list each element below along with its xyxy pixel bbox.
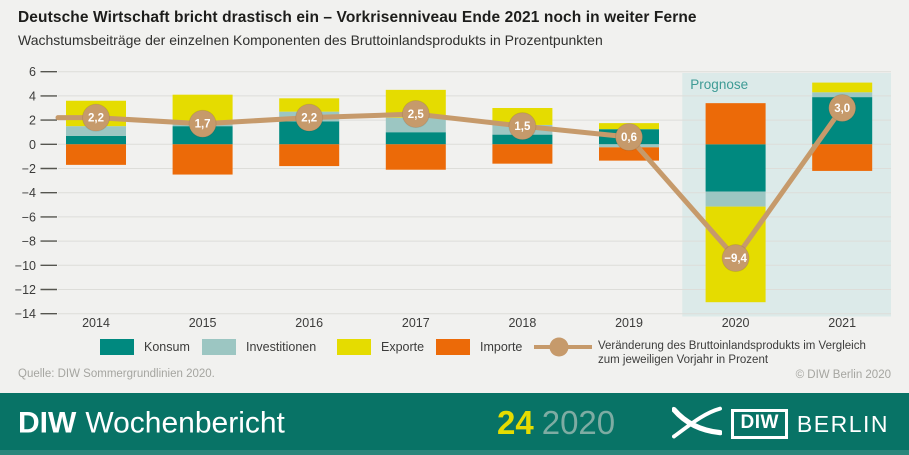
journal-title: DIW Wochenbericht xyxy=(18,406,285,440)
chart-title: Deutsche Wirtschaft bricht drastisch ein… xyxy=(18,9,697,26)
gdp-value-label: 2,5 xyxy=(408,109,425,121)
gdp-value-label: 1,7 xyxy=(195,119,211,131)
gdp-marker xyxy=(295,103,324,132)
x-axis-label: 2014 xyxy=(82,316,110,330)
gdp-marker xyxy=(508,112,537,141)
bar-segment-importe xyxy=(812,144,873,171)
legend-line-label: Veränderung des Bruttoinlandsprodukts im… xyxy=(598,340,866,366)
bar-segment-konsum xyxy=(705,144,766,192)
legend-label: Investitionen xyxy=(246,339,317,354)
x-axis-label: 2016 xyxy=(295,316,323,330)
bar-segment-konsum xyxy=(385,132,446,145)
legend-item-investitionen: Investitionen xyxy=(202,338,316,355)
x-axis-label: 2021 xyxy=(828,316,856,330)
bar-segment-importe xyxy=(705,103,766,145)
issue-number: 24 2020 xyxy=(497,404,615,442)
legend-swatch-icon xyxy=(337,338,371,355)
bar-segment-importe xyxy=(492,144,553,164)
bar-segment-exporte xyxy=(812,82,873,93)
x-axis-label: 2020 xyxy=(722,316,750,330)
prognose-label: Prognose xyxy=(690,77,748,92)
gdp-value-label: 2,2 xyxy=(301,113,317,125)
legend-label: Importe xyxy=(480,339,523,354)
x-axis-label: 2018 xyxy=(508,316,536,330)
logo-diw-text: DIW xyxy=(731,409,788,439)
y-tick-label: −12 xyxy=(15,283,36,297)
chart-legend: Konsum Investitionen Exporte Importe Verände… xyxy=(0,337,909,368)
gdp-value-label: 2,2 xyxy=(88,113,104,125)
bar-segment-konsum xyxy=(279,121,340,145)
issue-year: 2020 xyxy=(541,404,616,442)
legend-swatch-icon xyxy=(436,338,470,355)
logo-berlin-text: BERLIN xyxy=(796,410,889,437)
journal-title-name: Wochenbericht xyxy=(85,406,285,440)
y-tick-label: −10 xyxy=(15,259,36,273)
y-tick-label: 2 xyxy=(29,114,36,128)
issue-num: 24 xyxy=(497,404,534,442)
legend-line-icon xyxy=(534,337,592,356)
gdp-marker xyxy=(828,94,857,122)
y-tick-label: 6 xyxy=(29,65,36,79)
legend-label: Konsum xyxy=(144,339,190,354)
bar-segment-konsum xyxy=(66,135,126,145)
bar-segment-importe xyxy=(385,144,446,170)
chart-canvas: Prognose 6 4 2 0 −2 −4 −6 −8 −10 −12 −14 2014 2015 201… xyxy=(15,65,891,330)
y-tick-label: 0 xyxy=(29,138,36,152)
gdp-value-label: 1,5 xyxy=(514,121,531,133)
gdp-marker xyxy=(188,109,217,138)
footer-bar: DIW Wochenbericht 24 2020 DIW BERLIN xyxy=(0,393,909,455)
legend-item-importe: Importe xyxy=(436,338,522,355)
y-tick-label: −14 xyxy=(15,307,36,321)
legend-item-gdp-line xyxy=(533,337,593,356)
gdp-marker xyxy=(721,244,750,273)
chart-subtitle: Wachstumsbeiträge der einzelnen Komponen… xyxy=(18,32,603,48)
journal-title-bold: DIW xyxy=(18,406,77,440)
bar-segment-importe xyxy=(279,144,340,167)
y-tick-label: −8 xyxy=(22,235,36,249)
bar-segment-investitionen xyxy=(705,191,766,207)
gdp-value-label: 3,0 xyxy=(834,103,850,115)
bar-segment-importe xyxy=(172,144,233,175)
gdp-marker xyxy=(82,103,110,132)
x-axis-label: 2019 xyxy=(615,316,643,330)
legend-swatch-icon xyxy=(202,338,236,355)
bar-segment-importe xyxy=(66,144,126,165)
legend-item-exporte: Exporte xyxy=(337,338,424,355)
legend-label: Exporte xyxy=(381,339,425,354)
copyright-text: © DIW Berlin 2020 xyxy=(795,369,891,381)
gdp-value-label: −9,4 xyxy=(724,253,747,265)
source-text: Quelle: DIW Sommergrundlinien 2020. xyxy=(18,368,215,380)
x-axis-label: 2015 xyxy=(189,316,217,330)
gdp-marker xyxy=(401,100,430,129)
x-axis-label: 2017 xyxy=(402,316,430,330)
y-tick-label: −4 xyxy=(22,186,36,200)
diw-swoosh-icon xyxy=(672,406,723,439)
y-tick-label: −2 xyxy=(22,162,36,176)
gdp-marker xyxy=(615,123,643,152)
y-tick-label: 4 xyxy=(29,89,36,103)
gdp-value-label: 0,6 xyxy=(621,132,637,144)
legend-item-konsum: Konsum xyxy=(100,338,190,355)
y-tick-label: −6 xyxy=(22,210,36,224)
legend-swatch-icon xyxy=(100,338,134,355)
diw-berlin-logo: DIW BERLIN xyxy=(672,406,889,442)
